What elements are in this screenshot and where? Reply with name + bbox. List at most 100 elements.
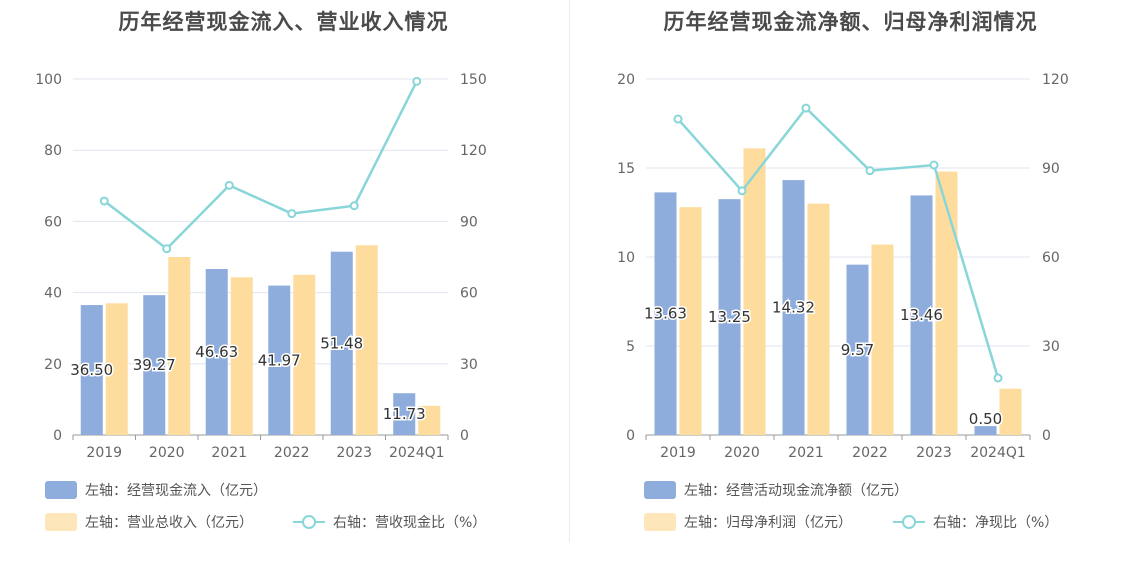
data-label: 9.57 bbox=[841, 341, 874, 359]
legend-swatch-blue bbox=[644, 481, 676, 499]
y-left-tick-label: 40 bbox=[44, 286, 62, 302]
legend-item-cash-inflow[interactable]: 左轴：经营现金流入（亿元） bbox=[45, 479, 267, 501]
x-tick-label: 2022 bbox=[274, 445, 310, 461]
bar-2023 bbox=[910, 195, 933, 435]
data-label: 46.63 bbox=[195, 343, 238, 361]
legend-item-ratio[interactable]: 右轴：营收现金比（%） bbox=[293, 511, 486, 533]
bar-2022 bbox=[871, 244, 894, 435]
x-tick-label: 2024Q1 bbox=[970, 445, 1026, 461]
x-tick-label: 2019 bbox=[86, 445, 122, 461]
legend-item-net-ratio[interactable]: 右轴：净现比（%） bbox=[893, 511, 1058, 533]
bar-2023 bbox=[330, 251, 353, 435]
bar-2022 bbox=[293, 274, 316, 435]
bar-2020 bbox=[143, 295, 166, 435]
y-right-tick-label: 60 bbox=[1042, 250, 1060, 266]
legend-swatch-yellow bbox=[45, 513, 77, 531]
line-point-2021 bbox=[801, 103, 811, 113]
data-label: 14.32 bbox=[772, 299, 815, 317]
legend-label: 右轴：营收现金比（%） bbox=[333, 515, 487, 531]
y-left-tick-label: 5 bbox=[626, 339, 635, 355]
x-tick-label: 2020 bbox=[149, 445, 185, 461]
y-left-tick-label: 0 bbox=[626, 428, 635, 444]
ratio-line bbox=[103, 80, 418, 251]
line-point-2019 bbox=[99, 196, 109, 206]
chart-1: 0 5 10 15 20 0 30 60 90 120 2019 13.63 2020 13.25 2021… bbox=[617, 72, 1069, 461]
data-label: 39.27 bbox=[133, 356, 176, 374]
bar-2023 bbox=[355, 245, 378, 435]
y-left-tick-label: 0 bbox=[53, 428, 62, 444]
y-right-tick-label: 0 bbox=[1042, 428, 1051, 444]
bar-2019 bbox=[679, 207, 702, 435]
legend-swatch-blue bbox=[45, 481, 77, 499]
y-right-tick-label: 120 bbox=[460, 143, 487, 159]
legend-swatch-line bbox=[893, 513, 925, 531]
legend-swatch-line bbox=[293, 513, 325, 531]
bar-2024Q1 bbox=[974, 426, 997, 435]
legend-item-revenue[interactable]: 左轴：营业总收入（亿元） bbox=[45, 511, 253, 533]
y-right-tick-label: 60 bbox=[460, 286, 478, 302]
data-label: 0.50 bbox=[969, 410, 1002, 428]
data-label: 13.25 bbox=[708, 308, 751, 326]
data-label: 51.48 bbox=[320, 334, 363, 352]
chart-panel-cash-inflow: 历年经营现金流入、营业收入情况 0 20 40 60 80 100 0 30 60 90 120 15… bbox=[35, 10, 487, 533]
bar-2021 bbox=[205, 268, 228, 435]
data-label: 13.63 bbox=[644, 305, 687, 323]
line-point-2023 bbox=[349, 201, 359, 211]
x-tick-label: 2022 bbox=[852, 445, 888, 461]
x-tick-label: 2021 bbox=[788, 445, 824, 461]
bar-2023 bbox=[935, 171, 958, 435]
bar-2019 bbox=[105, 303, 128, 435]
legend-item-net-profit[interactable]: 左轴：归母净利润（亿元） bbox=[644, 511, 852, 533]
line-point-2024Q1 bbox=[412, 76, 422, 86]
bar-2021 bbox=[230, 277, 253, 435]
bar-2024Q1 bbox=[999, 388, 1022, 435]
chart-title: 历年经营现金流净额、归母净利润情况 bbox=[663, 10, 1038, 34]
chart-0: 0 20 40 60 80 100 0 30 60 90 120 150 2019 36.50 2020 39… bbox=[35, 72, 486, 461]
legend-label: 左轴：营业总收入（亿元） bbox=[85, 515, 253, 531]
ratio-line bbox=[677, 106, 1000, 379]
bar-2020 bbox=[168, 257, 191, 435]
y-right-tick-label: 30 bbox=[1042, 339, 1060, 355]
line-point-2021 bbox=[224, 180, 234, 190]
y-right-tick-label: 90 bbox=[460, 214, 478, 230]
line-point-2022 bbox=[287, 209, 297, 219]
data-label: 41.97 bbox=[258, 351, 301, 369]
bar-2020 bbox=[718, 199, 741, 435]
y-left-tick-label: 80 bbox=[44, 143, 62, 159]
line-point-2023 bbox=[929, 160, 939, 170]
y-left-tick-label: 15 bbox=[617, 161, 635, 177]
y-right-tick-label: 0 bbox=[460, 428, 469, 444]
bar-2020 bbox=[743, 148, 766, 436]
legend-label: 左轴：归母净利润（亿元） bbox=[684, 515, 852, 531]
legend-label: 右轴：净现比（%） bbox=[933, 515, 1059, 531]
x-tick-label: 2019 bbox=[660, 445, 696, 461]
data-label: 11.73 bbox=[383, 405, 426, 423]
line-point-2020 bbox=[162, 244, 172, 254]
y-right-tick-label: 90 bbox=[1042, 161, 1060, 177]
bar-2024Q1 bbox=[418, 405, 441, 435]
legend-item-net-cash[interactable]: 左轴：经营活动现金流净额（亿元） bbox=[644, 479, 908, 501]
x-tick-label: 2023 bbox=[336, 445, 372, 461]
line-point-2022 bbox=[865, 166, 875, 176]
bar-2022 bbox=[268, 285, 291, 435]
x-tick-label: 2023 bbox=[916, 445, 952, 461]
chart-title: 历年经营现金流入、营业收入情况 bbox=[118, 10, 449, 34]
line-point-2019 bbox=[673, 114, 683, 124]
bar-2024Q1 bbox=[393, 393, 416, 435]
legend-label: 左轴：经营活动现金流净额（亿元） bbox=[684, 483, 908, 499]
line-point-2020 bbox=[737, 186, 747, 196]
line-point-2024Q1 bbox=[993, 373, 1003, 383]
bar-2019 bbox=[80, 305, 103, 435]
chart-plot-area: 0 5 10 15 20 0 30 60 90 120 2019 13.63 2020 13.25 2021… bbox=[617, 72, 1069, 461]
y-left-tick-label: 20 bbox=[617, 72, 635, 88]
x-tick-label: 2021 bbox=[211, 445, 247, 461]
bar-2022 bbox=[846, 264, 869, 435]
chart-panel-net-cash: 历年经营现金流净额、归母净利润情况 0 5 10 15 20 0 30 60 90 120 2019… bbox=[567, 0, 1134, 582]
bar-2021 bbox=[782, 180, 805, 435]
x-tick-label: 2020 bbox=[724, 445, 760, 461]
bar-2021 bbox=[807, 203, 830, 435]
y-right-tick-label: 120 bbox=[1042, 72, 1069, 88]
legend-swatch-yellow bbox=[644, 513, 676, 531]
y-left-tick-label: 20 bbox=[44, 357, 62, 373]
y-left-tick-label: 60 bbox=[44, 214, 62, 230]
